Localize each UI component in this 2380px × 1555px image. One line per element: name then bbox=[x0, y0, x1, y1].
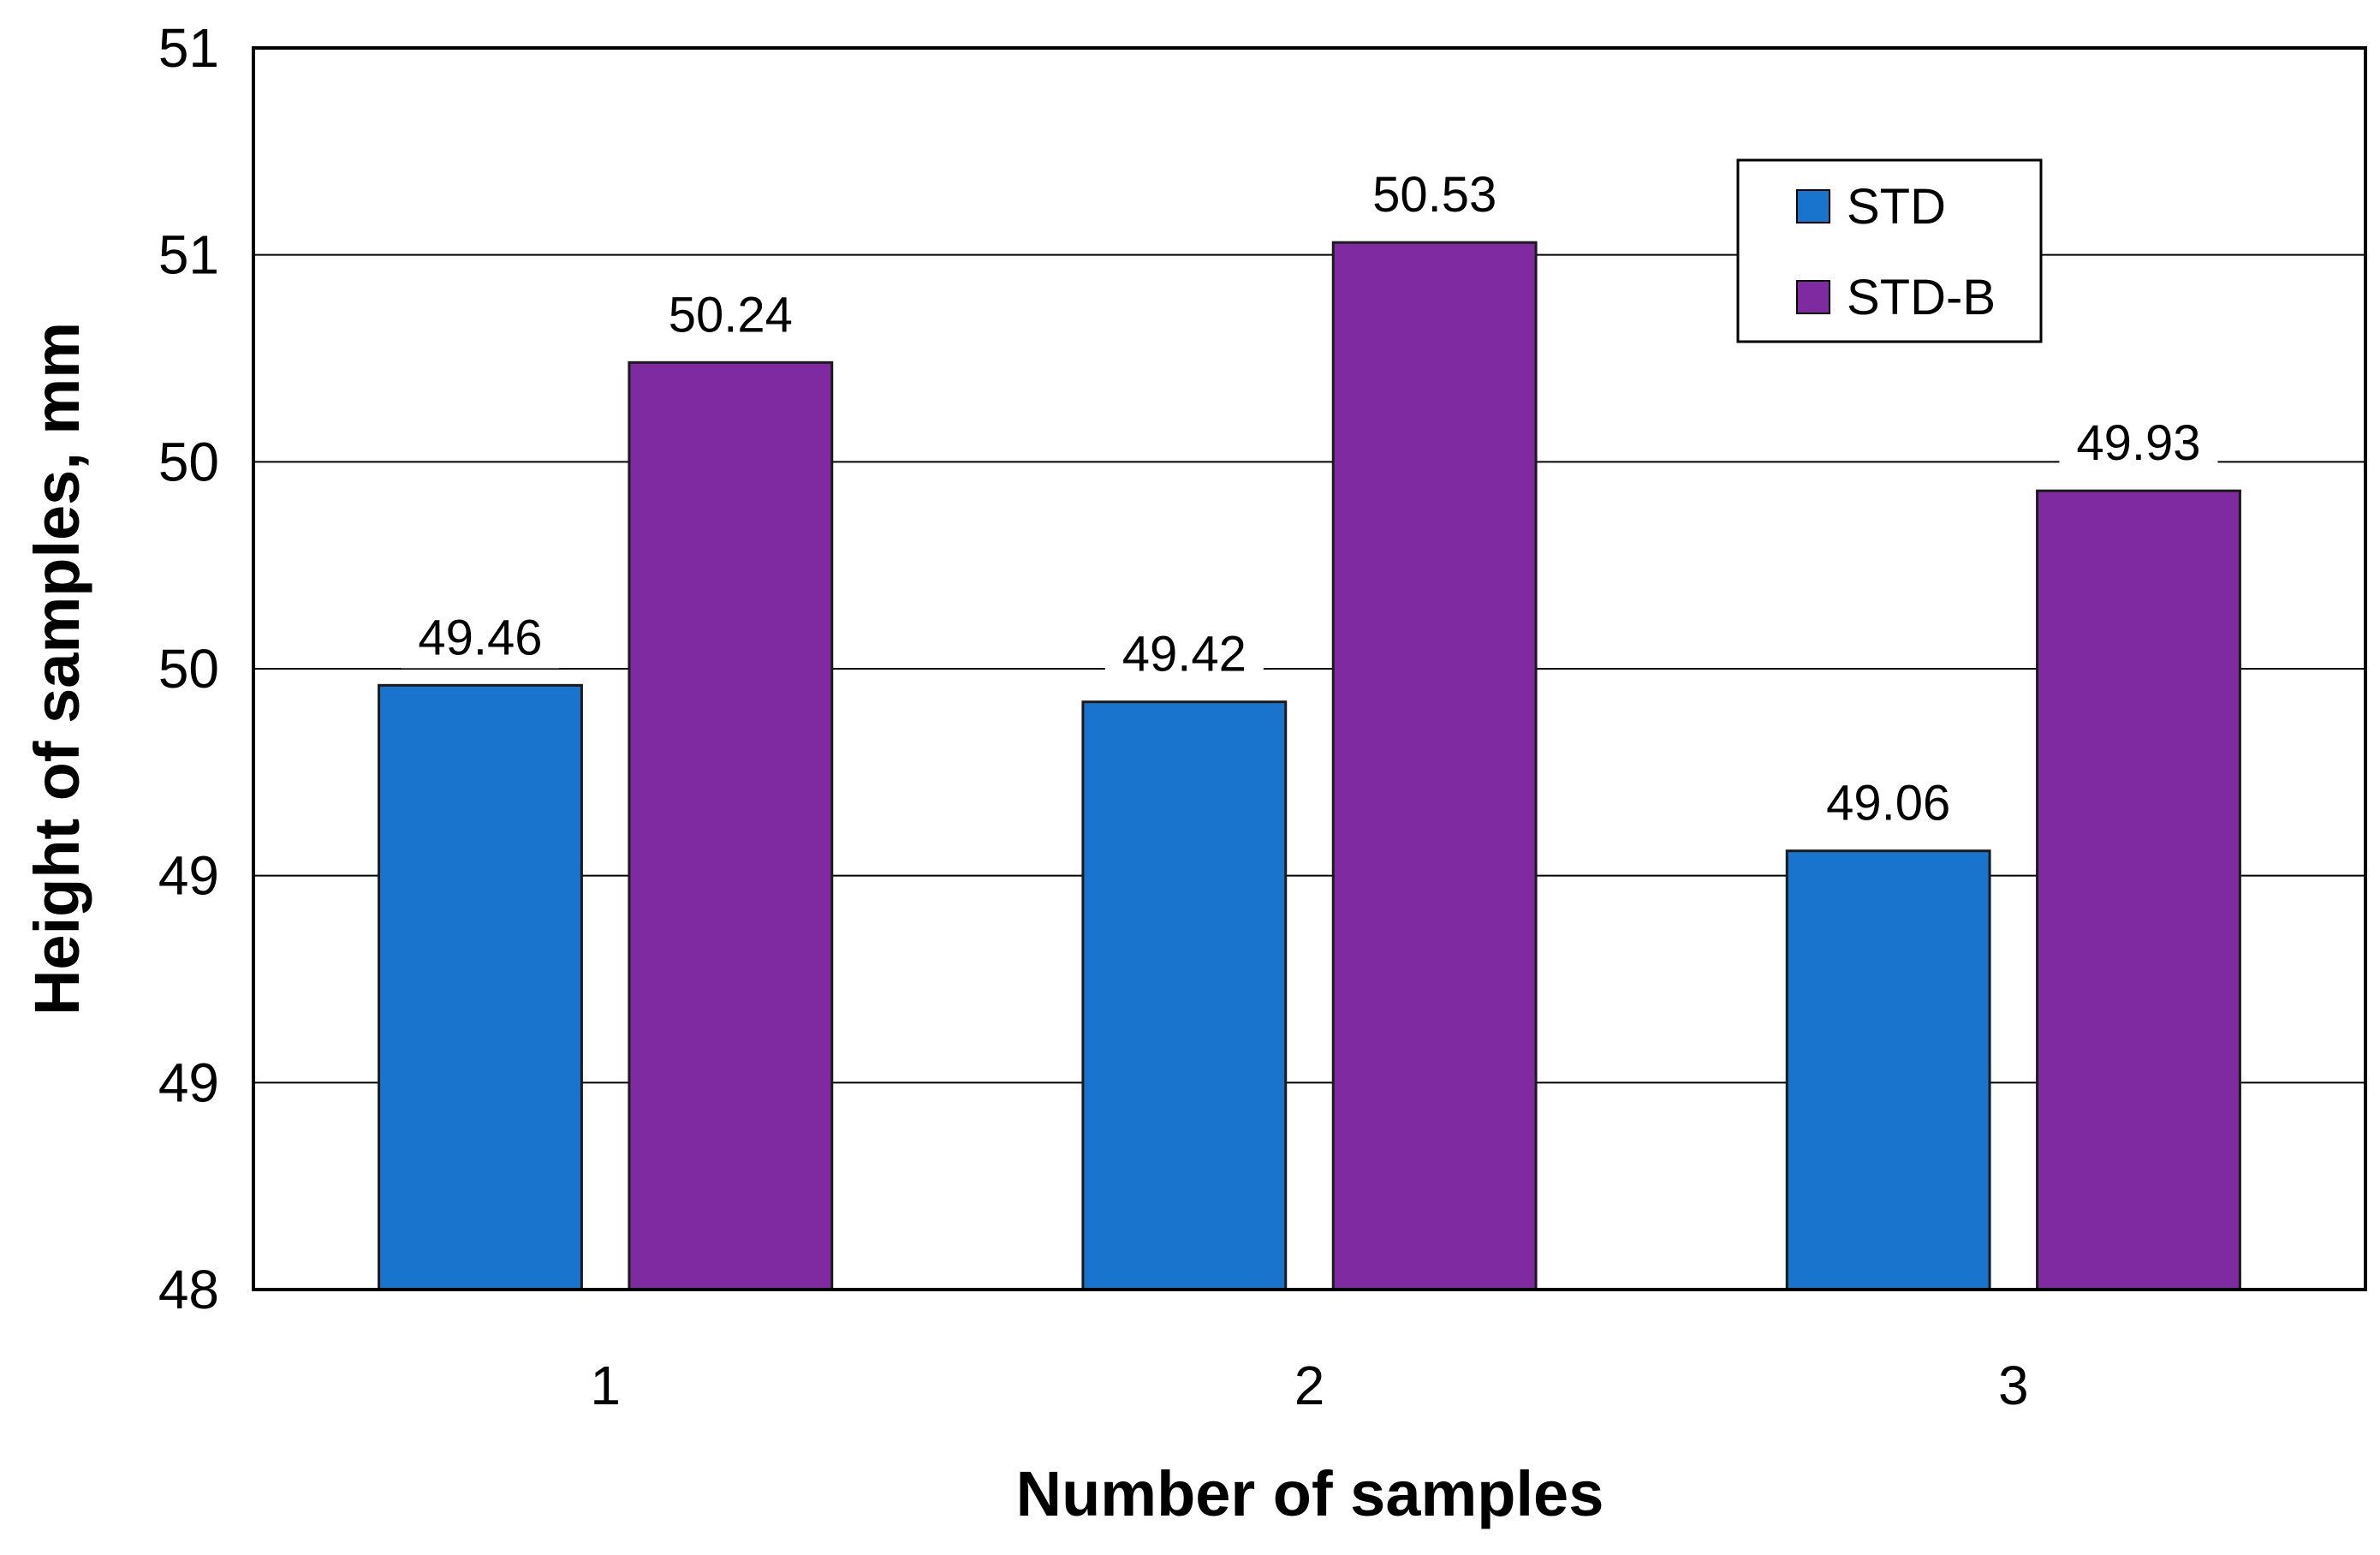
y-tick-label: 49 bbox=[158, 845, 219, 907]
plot-area-frame bbox=[252, 46, 2367, 1291]
y-tick-label: 51 bbox=[158, 224, 219, 286]
x-tick-label: 2 bbox=[1294, 1355, 1325, 1416]
data-label-std-b-sample-3: 49.93 bbox=[2076, 415, 2200, 471]
data-label-std-b-sample-2: 50.53 bbox=[1372, 167, 1496, 223]
legend-label-std: STD bbox=[1847, 179, 1946, 235]
y-tick-label: 50 bbox=[158, 431, 219, 492]
data-label-background bbox=[401, 611, 560, 669]
gridlines bbox=[253, 253, 2365, 1084]
x-tick-label: 1 bbox=[590, 1355, 621, 1416]
bar-std-sample-3 bbox=[1785, 849, 1991, 1291]
legend-box bbox=[1736, 158, 2043, 343]
x-axis-title: Number of samples bbox=[1016, 1458, 1604, 1529]
data-label-std-sample-2: 49.42 bbox=[1122, 627, 1247, 682]
x-axis-ticks: 1 2 3 bbox=[590, 1355, 2028, 1416]
legend: STD STD-B bbox=[1736, 158, 2043, 343]
data-label-std-sample-1: 49.46 bbox=[418, 610, 542, 665]
bar-std-sample-2 bbox=[1081, 700, 1288, 1291]
data-label-background bbox=[2059, 417, 2218, 474]
x-tick-label: 3 bbox=[1998, 1355, 2029, 1416]
y-tick-label: 50 bbox=[158, 638, 219, 700]
legend-swatch-std-b bbox=[1796, 280, 1830, 314]
data-label-background bbox=[1809, 777, 1968, 834]
data-labels: 49.46 50.24 49.42 50.53 49.06 49.93 bbox=[401, 167, 2218, 834]
data-label-background bbox=[1104, 628, 1264, 685]
data-label-background bbox=[1355, 169, 1514, 226]
y-tick-label: 51 bbox=[158, 17, 219, 79]
bar-std-b-sample-1 bbox=[628, 360, 834, 1291]
bar-std-b-sample-2 bbox=[1331, 241, 1538, 1291]
data-label-std-sample-3: 49.06 bbox=[1826, 776, 1950, 831]
bar-std-b-sample-3 bbox=[2036, 489, 2241, 1291]
data-label-background bbox=[651, 289, 810, 346]
data-label-std-b-sample-1: 50.24 bbox=[669, 287, 793, 343]
y-tick-label: 49 bbox=[158, 1052, 219, 1113]
legend-label-std-b: STD-B bbox=[1847, 270, 1996, 325]
bars bbox=[378, 241, 2241, 1291]
y-axis-title: Height of samples, mm bbox=[21, 322, 92, 1016]
bar-std-sample-1 bbox=[378, 683, 583, 1291]
y-tick-label: 48 bbox=[158, 1259, 219, 1320]
y-axis-ticks: 48 49 49 50 50 51 51 bbox=[158, 17, 219, 1320]
legend-swatch-std bbox=[1796, 189, 1830, 223]
